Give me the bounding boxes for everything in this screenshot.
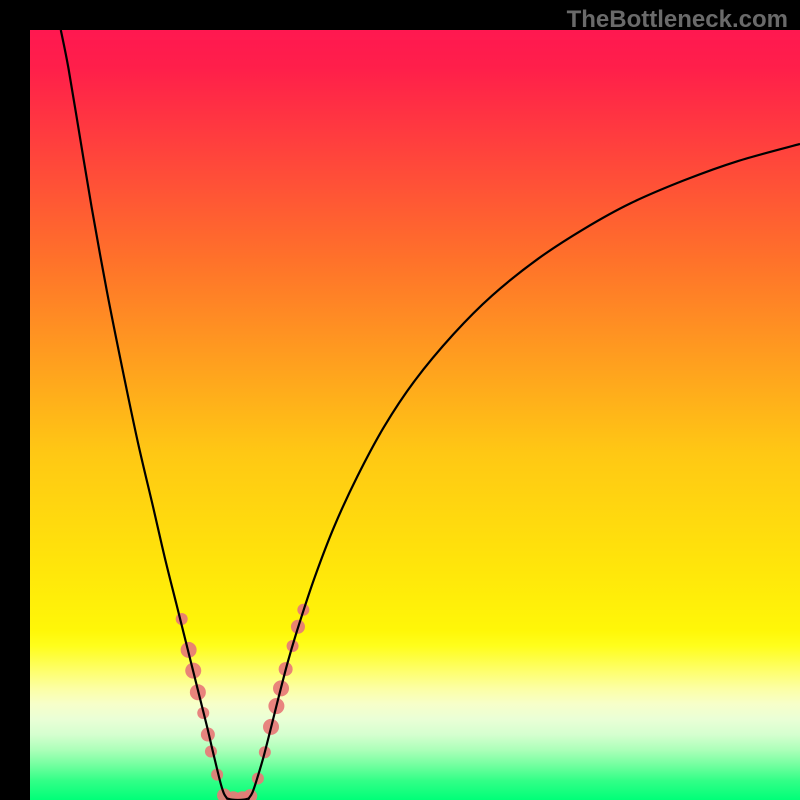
bottleneck-curve [61, 30, 800, 800]
watermark-text: TheBottleneck.com [567, 6, 788, 34]
curve-layer [30, 30, 800, 800]
markers-group [176, 604, 310, 800]
chart-frame: TheBottleneck.com [0, 0, 800, 800]
plot-area [30, 30, 800, 800]
